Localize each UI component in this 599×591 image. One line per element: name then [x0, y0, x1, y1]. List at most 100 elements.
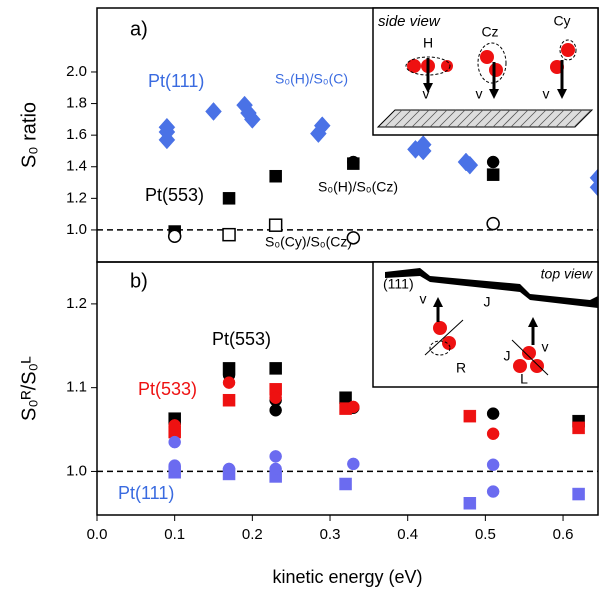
- y-tick-label: 1.1: [66, 379, 87, 396]
- x-tick-label: 0.1: [164, 526, 185, 543]
- circle-marker: [222, 462, 236, 476]
- square-marker: [222, 227, 236, 242]
- diamond-marker: [589, 177, 598, 197]
- arrow-head: [557, 89, 567, 99]
- inset-label: v: [420, 291, 427, 307]
- markers: [158, 95, 598, 245]
- diamond-marker: [313, 116, 331, 136]
- arrow-head: [528, 317, 538, 327]
- hatch: [564, 109, 583, 128]
- atom: [561, 43, 575, 57]
- y-tick-label: 1.2: [66, 189, 87, 206]
- circle-marker: [167, 229, 182, 244]
- y-tick-label: 1.0: [66, 221, 87, 238]
- diamond-marker: [461, 155, 479, 175]
- hatch: [501, 109, 520, 128]
- axis: [424, 319, 464, 356]
- hatch: [546, 109, 565, 128]
- inset-title: side view: [378, 13, 441, 30]
- annotation: S₀(H)/S₀(C): [275, 71, 348, 87]
- y-tick-label: 1.0: [66, 462, 87, 479]
- atom: [522, 346, 536, 360]
- atom: [489, 63, 503, 77]
- hatch: [384, 109, 403, 128]
- annotation: Pt(111): [148, 71, 204, 91]
- hatch: [438, 109, 457, 128]
- y-tick-label: 2.0: [66, 63, 87, 80]
- annotation: S₀(Cy)/S₀(Cz): [265, 234, 352, 250]
- square-marker: [269, 169, 282, 183]
- annotation: S₀(H)/S₀(Cz): [318, 179, 398, 195]
- x-tick-label: 0.4: [397, 526, 418, 543]
- circle-marker: [347, 457, 360, 471]
- square-marker: [463, 409, 477, 423]
- square-marker: [572, 487, 585, 501]
- inset-label: v: [542, 339, 549, 355]
- hatch: [528, 109, 547, 128]
- hatch: [537, 109, 556, 128]
- hatch: [402, 109, 421, 128]
- arrow-head: [433, 297, 443, 307]
- circle-marker: [269, 391, 282, 404]
- markers: [168, 362, 585, 510]
- circle-marker: [269, 450, 282, 463]
- atom: [442, 336, 456, 350]
- circle-marker: [269, 462, 282, 476]
- hatch: [474, 109, 493, 128]
- annotation: Pt(553): [212, 329, 271, 349]
- diamond-marker: [414, 141, 432, 161]
- inset-label: v: [476, 86, 483, 102]
- square-marker: [486, 168, 500, 181]
- panel-label: b): [130, 270, 148, 292]
- arrow-head: [489, 89, 499, 99]
- inset-label: Cy: [553, 13, 570, 29]
- annotation: Pt(533): [138, 379, 197, 399]
- inset-label: J: [504, 348, 511, 364]
- circle-marker: [486, 485, 500, 498]
- inset-label: v: [423, 86, 430, 102]
- inset-title: top view: [541, 266, 593, 282]
- inset-label: v: [543, 86, 550, 102]
- diamond-marker: [158, 130, 176, 150]
- circle-marker: [486, 407, 500, 420]
- atom: [433, 321, 447, 335]
- plot-frame: [96, 261, 599, 516]
- x-axis-label: kinetic energy (eV): [272, 567, 422, 587]
- hatch: [519, 109, 538, 128]
- circle-marker: [486, 155, 500, 169]
- hatch: [456, 109, 475, 128]
- y-tick-label: 1.4: [66, 158, 87, 175]
- circle-marker: [486, 458, 500, 471]
- circle-marker: [168, 419, 181, 432]
- circle-marker: [168, 459, 181, 472]
- circle-marker: [346, 231, 361, 245]
- inset-label: J: [484, 294, 491, 310]
- atom: [407, 59, 421, 73]
- circle-marker: [222, 376, 236, 389]
- square-marker: [269, 362, 282, 375]
- x-tick-label: 0.0: [87, 526, 108, 543]
- hatch: [555, 109, 574, 128]
- hatch: [411, 109, 430, 128]
- square-marker: [222, 192, 236, 205]
- axis: [511, 339, 549, 376]
- atom: [480, 50, 494, 64]
- inset-label: (111): [383, 276, 414, 292]
- y-tick-label: 1.2: [66, 295, 87, 312]
- hatch: [492, 109, 511, 128]
- inset-label: Cz: [481, 24, 498, 40]
- x-tick-label: 0.6: [553, 526, 574, 543]
- x-tick-label: 0.5: [475, 526, 496, 543]
- circle-marker: [269, 404, 282, 417]
- circle-marker: [486, 216, 500, 231]
- arrow-head: [423, 83, 433, 93]
- atom: [530, 359, 544, 373]
- circle-marker: [168, 435, 181, 449]
- y-tick-label: 1.8: [66, 95, 87, 112]
- rotation: [559, 39, 577, 61]
- square-marker: [339, 477, 352, 491]
- annotation: Pt(111): [118, 483, 174, 503]
- annotation: Pt(553): [145, 185, 204, 205]
- hatch: [420, 109, 439, 128]
